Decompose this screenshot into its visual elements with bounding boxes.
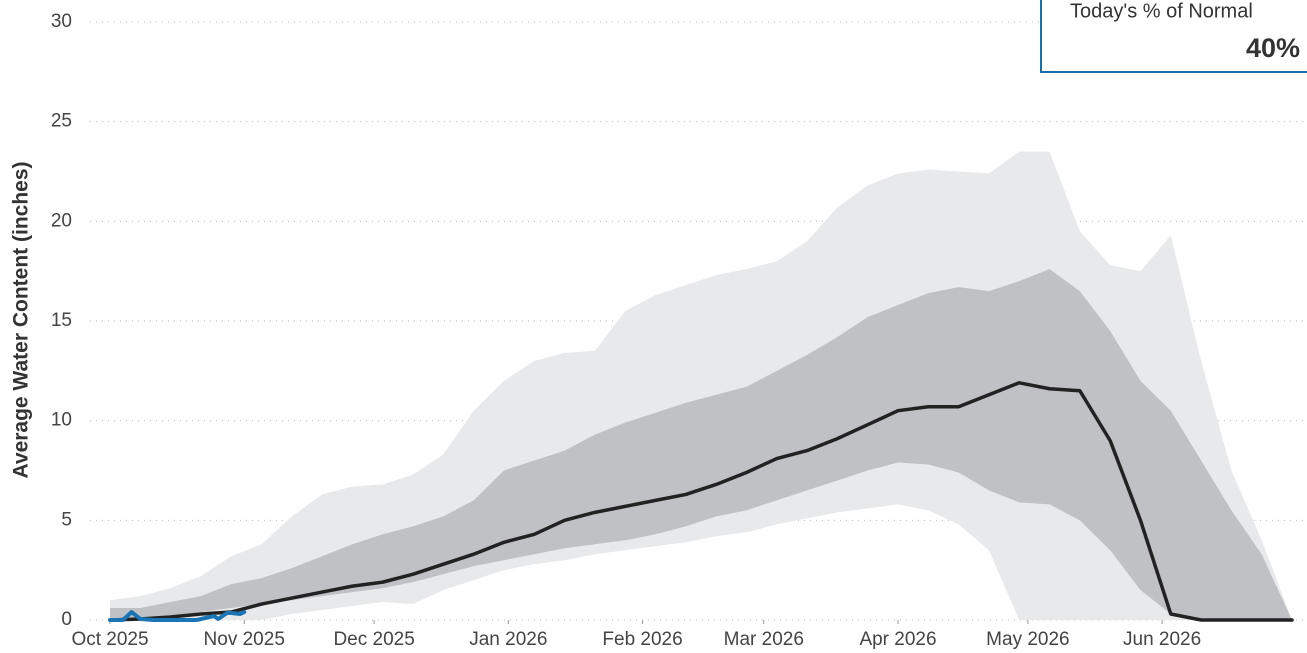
band [110,269,1293,620]
y-tick-label: 10 [51,410,72,431]
annotation-value: 40% [1246,33,1300,63]
x-tick-label: Mar 2026 [724,629,804,650]
x-tick-label: Oct 2025 [71,629,148,650]
x-tick-label: Apr 2026 [859,629,936,650]
annotation-box [1040,0,1307,73]
y-tick-label: 25 [51,111,72,132]
x-tick-label: May 2026 [986,629,1069,650]
y-tick-label: 20 [51,210,72,231]
x-tick-label: Dec 2025 [333,629,414,650]
line [108,381,1294,622]
y-tick-label: 0 [61,609,72,630]
y-tick-label: 15 [51,310,72,331]
x-tick-label: Nov 2025 [204,629,285,650]
line [108,610,247,622]
y-axis-label: Average Water Content (inches) [10,162,33,479]
marks [108,151,1294,622]
x-tick-label: Jun 2026 [1123,629,1201,650]
y-tick-label: 30 [51,11,72,32]
x-tick-label: Feb 2026 [602,629,682,650]
y-tick-label: 5 [61,509,72,530]
band [110,151,1293,621]
x-tick-label: Jan 2026 [469,629,547,650]
annotation-title: Today's % of Normal [1070,0,1253,22]
